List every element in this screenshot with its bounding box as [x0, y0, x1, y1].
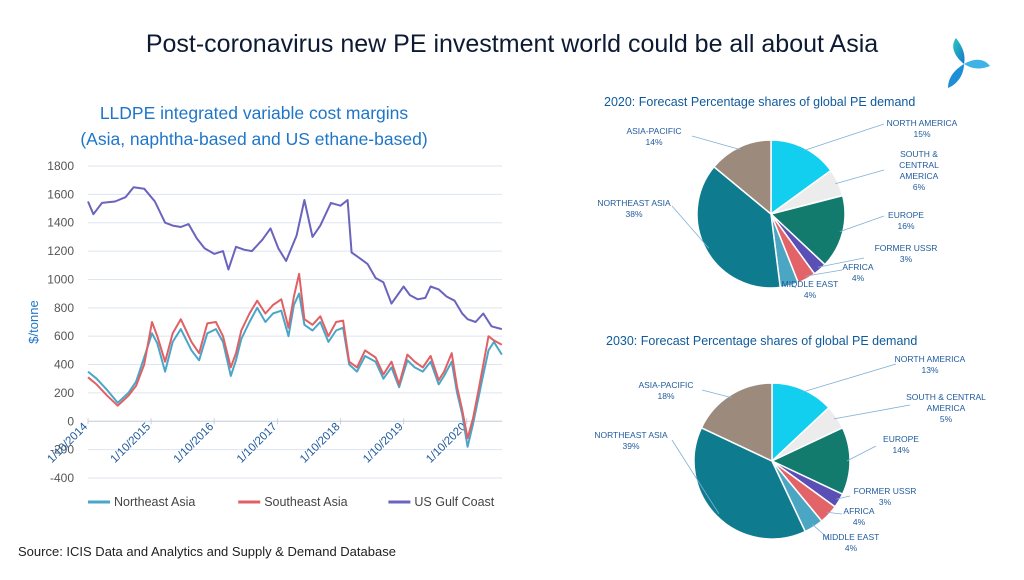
- y-axis-label: $/tonne: [26, 300, 41, 343]
- pie-label-former-ussr: FORMER USSR 3%: [875, 243, 938, 264]
- x-tick-label: 1/10/2015: [109, 421, 154, 466]
- x-tick-label: 1/10/2020: [424, 421, 469, 466]
- leader-line: [836, 495, 851, 500]
- leader-line: [835, 169, 885, 185]
- y-tick-label: 400: [54, 358, 74, 372]
- pie-label-asia-pacific: ASIA-PACIFIC 14%: [626, 126, 681, 147]
- pie-slice-asia-pacific: [700, 382, 773, 463]
- pie-label-northeast-asia: NORTHEAST ASIA 38%: [597, 198, 671, 219]
- y-tick-label: -400: [50, 471, 74, 485]
- pie-slice-northeast-asia: [696, 165, 782, 289]
- line-chart-title-line-1: LLDPE integrated variable cost margins: [99, 103, 409, 123]
- pie-label-asia-pacific: ASIA-PACIFIC 18%: [638, 380, 693, 401]
- x-tick-label: 1/10/2016: [172, 421, 217, 466]
- pie-slice-north-america: [771, 382, 830, 463]
- leader-line: [671, 439, 720, 515]
- pie-label-africa: AFRICA 4%: [842, 262, 874, 283]
- y-tick-label: 800: [54, 301, 74, 315]
- legend-label-northeast-asia: Northeast Asia: [114, 495, 195, 509]
- leader-line: [691, 135, 741, 151]
- x-tick-label: 1/10/2018: [298, 421, 343, 466]
- y-tick-label: 600: [54, 329, 74, 343]
- y-tick-label: 1200: [47, 244, 74, 258]
- pie-slice-northeast-asia: [693, 426, 807, 540]
- y-tick-label: -200: [50, 443, 74, 457]
- y-tick-label: 1600: [47, 187, 74, 201]
- pie-label-north-america: NORTH AMERICA 13%: [895, 354, 966, 375]
- leader-line: [833, 404, 911, 420]
- leader-line: [805, 269, 843, 277]
- y-tick-label: 1800: [47, 159, 74, 173]
- company-logo-icon: [948, 38, 990, 88]
- series-line-us-gulf-coast: [87, 186, 503, 331]
- pie-2020-title: 2020: Forecast Percentage shares of glob…: [604, 95, 916, 109]
- slide-title: Post-coronavirus new PE investment world…: [145, 30, 879, 58]
- pie-label-northeast-asia: NORTHEAST ASIA 39%: [594, 430, 668, 451]
- series-line-southeast-asia: [87, 272, 503, 440]
- leader-line: [839, 215, 885, 233]
- leader-line: [811, 523, 831, 541]
- source-note: Source: ICIS Data and Analytics and Supp…: [18, 544, 396, 559]
- pie-label-europe: EUROPE 14%: [883, 434, 919, 455]
- pie-slice-europe: [770, 426, 851, 496]
- pie-label-middle-east: MIDDLE EAST 4%: [823, 532, 880, 553]
- leader-line: [671, 205, 710, 249]
- leader-line: [803, 123, 885, 152]
- pie-label-africa: AFRICA 4%: [843, 506, 875, 527]
- y-tick-label: 1400: [47, 216, 74, 230]
- leader-line: [788, 282, 797, 289]
- pie-chart-2020: NORTH AMERICA 15% SOUTH & CENTRAL AMERICA 6% E…: [597, 118, 958, 300]
- line-chart-title: LLDPE integrated variable cost margins (…: [64, 100, 444, 152]
- legend-label-us-gulf-coast: US Gulf Coast: [414, 495, 494, 509]
- pie-label-north-america: NORTH AMERICA 15%: [887, 118, 958, 139]
- pie-chart-2030: NORTH AMERICA 13% SOUTH & CENTRAL AMERICA 5%…: [594, 354, 986, 553]
- leader-line: [817, 257, 865, 268]
- pie-slice-asia-pacific: [712, 139, 772, 216]
- pie-slice-europe: [769, 194, 846, 266]
- x-tick-label: 1/10/2019: [361, 421, 406, 466]
- y-tick-label: 1000: [47, 272, 74, 286]
- y-tick-label: 0: [67, 414, 74, 428]
- pie-label-south-central-america: SOUTH & CENTRAL AMERICA 5%: [906, 392, 986, 424]
- series-line-northeast-asia: [87, 292, 503, 448]
- pie-label-middle-east: MIDDLE EAST 4%: [782, 279, 839, 300]
- leader-line: [701, 389, 732, 399]
- line-chart: -400 -200 0 200 400 600 800 1000 1200 1400 1600 180…: [26, 159, 503, 509]
- leader-line: [826, 511, 843, 515]
- pie-label-europe: EUROPE 16%: [888, 210, 924, 231]
- leader-line: [801, 363, 897, 393]
- pie-slice-north-america: [770, 139, 832, 216]
- leader-line: [846, 445, 877, 462]
- pie-label-south-central-america: SOUTH & CENTRAL AMERICA 6%: [899, 149, 939, 192]
- x-tick-label: 1/10/2017: [235, 421, 280, 466]
- pie-2030-title: 2030: Forecast Percentage shares of glob…: [606, 334, 918, 348]
- legend-label-southeast-asia: Southeast Asia: [264, 495, 347, 509]
- y-tick-label: 200: [54, 386, 74, 400]
- pie-label-former-ussr: FORMER USSR 3%: [854, 486, 917, 507]
- line-chart-title-line-2: (Asia, naphtha-based and US ethane-based…: [80, 129, 428, 149]
